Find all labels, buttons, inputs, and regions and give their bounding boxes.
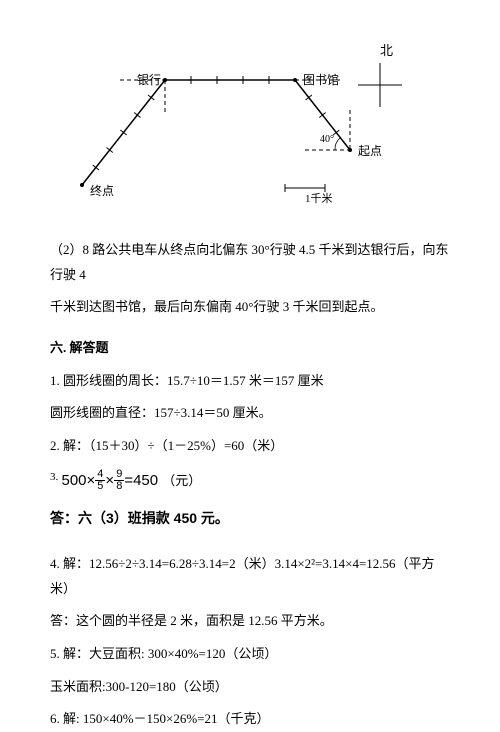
problem-2-line1: （2）8 路公共电车从终点向北偏东 30°行驶 4.5 千米到达银行后，向东行驶… [50,238,450,287]
svg-text:图书馆: 图书馆 [303,72,339,87]
q2: 2. 解：（15＋30）÷（1－25%）=60（米） [50,434,450,459]
section-6-title: 六. 解答题 [50,336,450,361]
svg-text:北: 北 [380,43,393,58]
q5-line1: 5. 解：大豆面积: 300×40%=120（公顷） [50,642,450,667]
q1-line2: 圆形线圈的直径：157÷3.14＝50 厘米。 [50,401,450,426]
q4-line2: 答：这个圆的半径是 2 米，面积是 12.56 平方米。 [50,609,450,634]
svg-text:银行: 银行 [137,73,161,87]
q4-line1: 4. 解：12.56÷2÷3.14=6.28÷3.14=2（米）3.14×2²=… [50,552,450,601]
svg-text:1千米: 1千米 [305,192,333,205]
q5-line2: 玉米面积:300-120=180（公顷） [50,675,450,700]
route-diagram: 北银行 图书馆起点 40° 终点 1千米 [50,30,450,230]
problem-2-line2: 千米到达图书馆，最后向东偏南 40°行驶 3 千米回到起点。 [50,295,450,320]
svg-text:终点: 终点 [90,183,114,198]
svg-text:40°: 40° [320,134,334,145]
q3-answer: 答：六（3）班捐款 450 元。 [50,505,450,532]
q3-formula: 3. 500×45×98=450 （元） [50,467,450,496]
svg-text:起点: 起点 [358,144,382,158]
q6: 6. 解: 150×40%－150×26%=21（千克） [50,707,450,732]
q1-line1: 1. 圆形线圈的周长：15.7÷10＝1.57 米＝157 厘米 [50,369,450,394]
